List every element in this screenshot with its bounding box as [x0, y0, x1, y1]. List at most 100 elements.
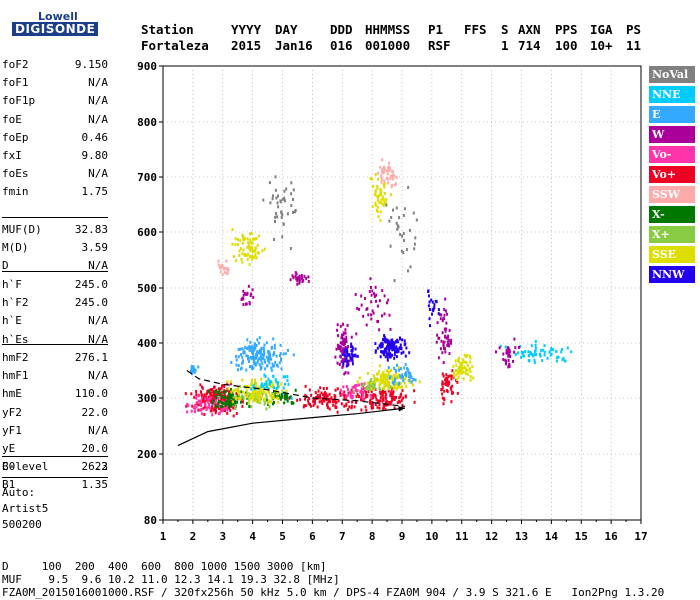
param-row: hmF2 276.1 — [2, 351, 108, 369]
echo-point — [249, 397, 252, 401]
echo-point — [248, 263, 251, 267]
echo-point — [356, 306, 359, 310]
echo-point — [207, 405, 210, 409]
echo-point — [379, 210, 382, 214]
param-name: fmin — [2, 185, 29, 199]
echo-point — [216, 404, 219, 408]
echo-point — [279, 354, 281, 357]
echo-point — [372, 185, 374, 188]
echo-point — [345, 348, 348, 352]
echo-point — [459, 362, 462, 365]
echo-point — [271, 381, 274, 385]
echo-point — [388, 370, 391, 374]
echo-point — [395, 355, 398, 359]
echo-point — [532, 354, 535, 358]
echo-point — [380, 180, 383, 184]
echo-point — [398, 337, 401, 341]
echo-point — [236, 387, 239, 391]
echo-point — [273, 364, 276, 368]
x-tick-label: 6 — [309, 530, 316, 543]
y-tick-label: 300 — [137, 392, 157, 405]
echo-point — [344, 331, 347, 335]
echo-point — [252, 346, 255, 350]
echo-point — [261, 392, 264, 396]
echo-point — [457, 360, 460, 364]
echo-point — [271, 197, 274, 201]
echo-point — [399, 400, 401, 404]
echo-point — [307, 275, 310, 279]
echo-point — [520, 350, 523, 354]
echo-point — [471, 365, 474, 369]
param-row: hmE 110.0 — [2, 387, 108, 405]
echo-point — [339, 355, 342, 359]
echo-point — [364, 387, 367, 391]
echo-point — [437, 356, 440, 360]
echo-point — [356, 380, 359, 384]
echo-point — [334, 355, 337, 359]
echo-point — [227, 387, 230, 391]
echo-point — [196, 400, 199, 404]
echo-point — [548, 350, 551, 354]
param-row: yF2 22.0 — [2, 406, 108, 424]
echo-point — [211, 401, 214, 405]
echo-point — [427, 304, 430, 308]
echo-point — [205, 408, 208, 411]
echo-point — [407, 185, 410, 189]
echo-point — [340, 360, 343, 364]
echo-point — [389, 402, 392, 406]
echo-point — [382, 397, 385, 401]
param-value: 245.0 — [74, 296, 108, 310]
echo-point — [235, 259, 238, 263]
header-doy-value: 016 — [330, 38, 353, 53]
param-separator — [2, 271, 108, 272]
echo-point — [336, 328, 339, 332]
echo-point — [362, 397, 365, 401]
echo-point — [314, 397, 316, 401]
echo-point — [385, 348, 388, 352]
echo-point — [371, 177, 374, 181]
echo-point — [447, 342, 450, 346]
y-tick-label: 900 — [137, 60, 157, 73]
param-value: 3.59 — [81, 241, 109, 255]
echo-point — [381, 202, 384, 206]
echo-point — [217, 259, 220, 263]
echo-point — [376, 346, 379, 350]
echo-point — [281, 395, 283, 399]
echo-point — [241, 361, 244, 365]
echo-point — [237, 243, 239, 247]
echo-point — [282, 375, 285, 379]
echo-point — [211, 396, 214, 400]
echo-point — [190, 392, 193, 396]
echo-point — [309, 403, 311, 406]
echo-point — [210, 400, 213, 404]
echo-point — [460, 361, 463, 365]
echo-point — [350, 352, 353, 356]
echo-point — [197, 394, 200, 398]
echo-point — [370, 300, 373, 304]
echo-point — [267, 377, 270, 381]
echo-point — [222, 395, 225, 399]
x-tick-label: 1 — [160, 530, 167, 543]
echo-point — [267, 401, 270, 405]
echo-point — [448, 328, 451, 332]
echo-point — [240, 366, 243, 370]
param-name: foF1 — [2, 76, 29, 90]
echo-point — [375, 299, 377, 303]
echo-point — [224, 403, 227, 407]
echo-point — [268, 405, 271, 409]
echo-point — [461, 366, 464, 370]
echo-point — [403, 339, 406, 343]
echo-point — [214, 389, 217, 393]
echo-point — [378, 399, 381, 403]
echo-point — [200, 393, 203, 397]
echo-point — [441, 372, 444, 376]
echo-point — [249, 356, 252, 359]
echo-point — [269, 355, 272, 359]
echo-point — [468, 367, 471, 371]
echo-point — [401, 373, 404, 377]
echo-point — [290, 181, 293, 185]
echo-point — [381, 390, 384, 394]
echo-point — [447, 375, 450, 379]
echo-point — [265, 355, 268, 359]
echo-point — [373, 374, 376, 378]
